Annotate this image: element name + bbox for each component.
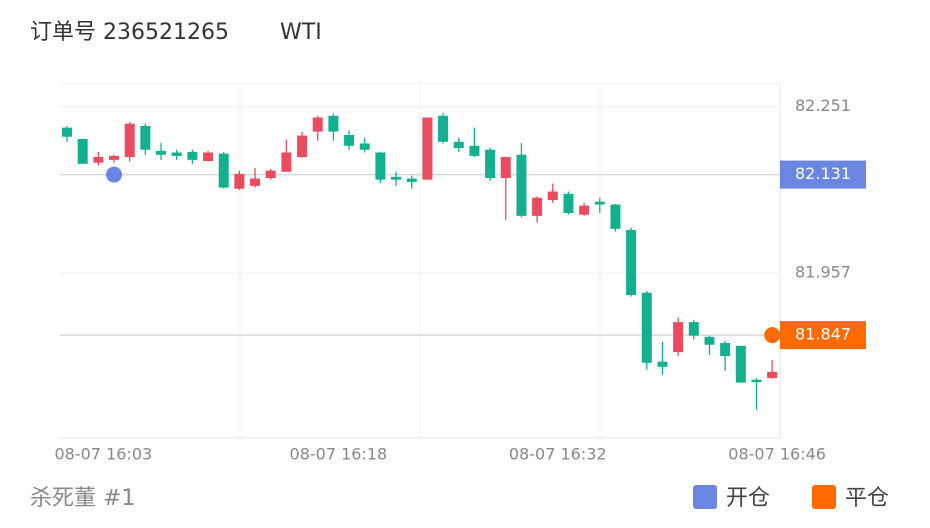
candle-body [563,193,574,214]
candle-body [203,152,214,162]
x-tick-label: 08-07 16:46 [728,445,826,464]
price-tag-label: 81.847 [795,325,851,344]
candle-body [328,115,339,132]
candle-body [641,292,652,363]
candle-body [704,336,715,345]
legend-swatch [693,485,717,509]
candle-body [187,151,198,160]
candle-body [485,149,496,178]
legend-label: 开仓 [726,486,770,511]
candle-body [344,135,355,146]
candle-body [218,153,229,188]
candle-body [438,115,449,142]
candle-body [500,157,511,178]
candle-body [109,155,120,160]
candle-body [767,371,778,379]
candle-body [62,127,72,137]
x-tick-label: 08-07 16:03 [54,445,152,464]
candle-body [406,178,417,182]
candle-body [532,197,543,216]
candle-body [140,125,151,150]
candle-body [359,143,370,150]
candle-body [735,345,746,383]
candle-body [297,135,308,158]
x-tick-label: 08-07 16:18 [290,445,388,464]
y-tick-label: 81.957 [795,262,851,281]
price-tag [780,160,866,189]
candle-body [516,154,527,216]
candle-body [547,191,558,201]
candle-body [720,343,731,357]
candle-body [751,379,762,383]
candle-body [422,117,433,180]
candle-body [281,152,292,172]
candle-body [375,152,386,180]
candle-body [234,174,245,189]
candle-body [453,141,464,149]
candle-body [250,178,261,186]
candle-body [579,205,590,215]
candle-body [391,176,402,180]
order-marker [764,327,781,344]
candle-body [77,138,88,164]
candle-body [312,117,323,132]
order-marker [106,166,123,183]
candle-body [626,229,637,295]
candle-body [124,123,135,158]
price-tag [780,321,866,350]
candle-body [156,150,167,155]
candle-body [171,152,182,156]
candle-body [673,322,684,353]
candle-body [657,361,668,367]
price-tag-label: 82.131 [795,164,851,183]
candle-body [93,157,104,163]
footer: 杀死董 #1 [30,486,135,511]
candle-body [610,204,621,229]
symbol: WTI [280,20,322,45]
candle-body [265,170,276,178]
order-label: 订单号 236521265 [30,20,229,45]
y-tick-label: 82.251 [795,96,851,115]
candle-body [469,145,480,156]
legend-label: 平仓 [845,486,889,511]
x-tick-label: 08-07 16:32 [509,445,607,464]
candle-body [688,322,699,336]
candle-body [594,201,605,205]
legend-swatch [812,485,836,509]
